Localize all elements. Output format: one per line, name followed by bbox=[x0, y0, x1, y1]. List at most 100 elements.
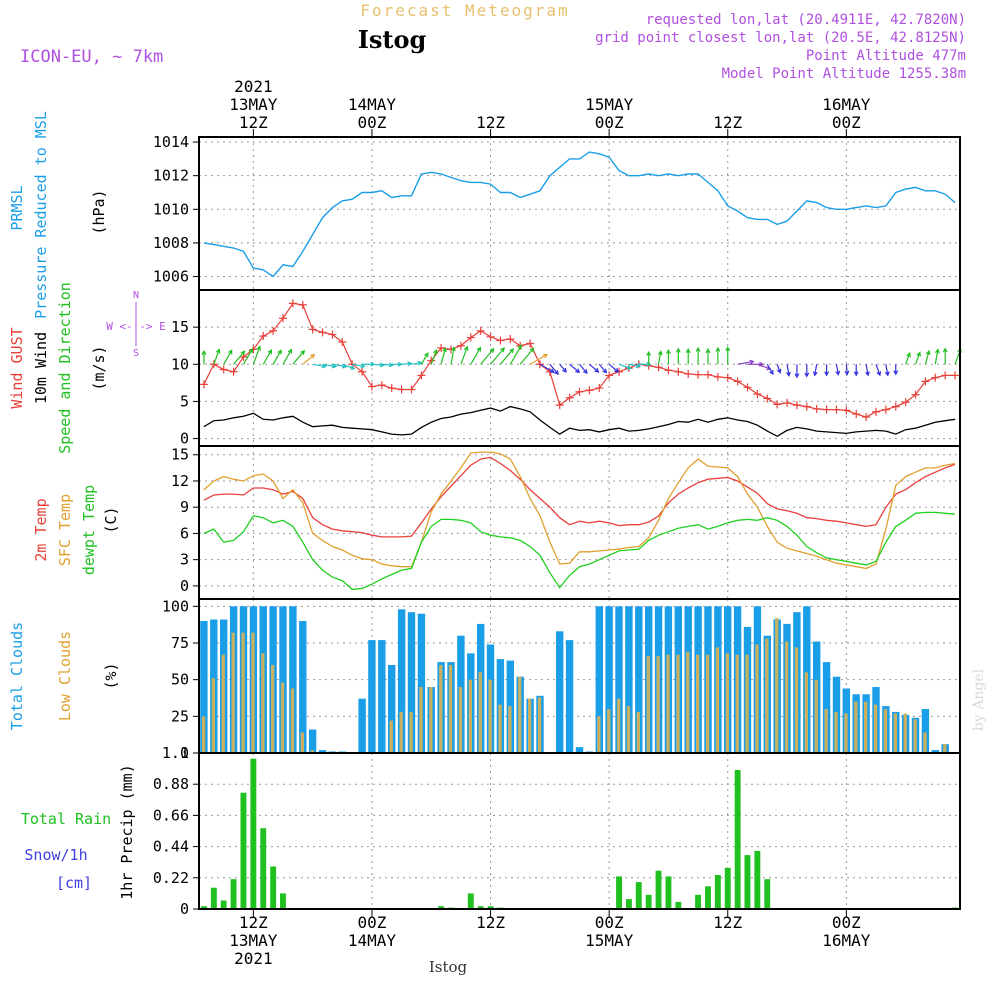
gust-marker bbox=[269, 326, 278, 335]
gust-marker bbox=[783, 398, 792, 407]
gust-marker bbox=[832, 405, 841, 414]
low-cloud-bar bbox=[834, 711, 838, 753]
rain-bar bbox=[260, 828, 267, 909]
low-cloud-bar bbox=[290, 688, 295, 753]
y-tick-label: 15 bbox=[171, 318, 189, 336]
wind-arrow bbox=[420, 352, 429, 365]
gust-marker bbox=[358, 367, 367, 376]
low-cloud-bar bbox=[409, 711, 413, 753]
gust-marker bbox=[595, 384, 604, 393]
gust-marker bbox=[763, 394, 772, 403]
wind-arrow-head bbox=[916, 351, 921, 357]
wind-arrow-head bbox=[517, 344, 522, 350]
low-cloud-bar bbox=[251, 632, 255, 753]
temp-line bbox=[203, 456, 956, 538]
wind-arrow-head bbox=[287, 348, 293, 354]
precip-unit: 1hr Precip (mm) bbox=[118, 764, 136, 899]
y-tick-label: 1010 bbox=[153, 200, 189, 218]
low-cloud-bar bbox=[537, 697, 542, 753]
y-tick-label: 100 bbox=[162, 597, 189, 615]
total-cloud-bar bbox=[397, 609, 406, 753]
gust-marker bbox=[229, 367, 238, 376]
cloud-unit: (%) bbox=[102, 662, 120, 689]
gust-marker bbox=[486, 332, 495, 341]
wind-arrow-head bbox=[277, 349, 282, 355]
gust-marker bbox=[437, 343, 446, 352]
x-day-label-top: 16MAY bbox=[822, 95, 871, 114]
gust-marker bbox=[279, 314, 288, 323]
low-cloud-bar bbox=[715, 647, 720, 753]
rain-bar bbox=[280, 893, 286, 909]
wind-arrow bbox=[499, 348, 514, 365]
wind-arrow bbox=[737, 360, 754, 365]
x-hour-label-top: 00Z bbox=[832, 113, 861, 132]
wind-arrow-head bbox=[812, 371, 818, 377]
rain-bar bbox=[675, 901, 682, 909]
total-cloud-bar bbox=[308, 729, 317, 753]
low-cloud-bar bbox=[893, 713, 897, 753]
rain-bar bbox=[626, 899, 632, 909]
wind-arrow-head bbox=[227, 349, 233, 355]
total-cloud-bar bbox=[556, 631, 564, 753]
plot-area: 1006100810101012101405101503691215025507… bbox=[153, 77, 962, 968]
wind-arrow-head bbox=[267, 349, 273, 355]
gust-marker bbox=[367, 382, 376, 391]
gust-marker bbox=[812, 404, 821, 413]
gust-marker bbox=[506, 335, 515, 344]
wind-arrow-head bbox=[562, 367, 567, 373]
low-cloud-bar bbox=[458, 687, 463, 753]
low-cloud-bar bbox=[241, 632, 245, 753]
low-cloud-bar bbox=[735, 654, 739, 753]
total-cloud-bar bbox=[605, 606, 613, 753]
rain-bar bbox=[724, 867, 731, 909]
gust-marker bbox=[585, 386, 594, 395]
low-cloud-bar bbox=[785, 641, 789, 753]
total-cloud-bar bbox=[822, 662, 831, 753]
wind-arrow bbox=[934, 349, 939, 365]
gust-marker bbox=[496, 336, 505, 345]
total-cloud-bar bbox=[358, 698, 366, 753]
gust-marker bbox=[466, 333, 475, 342]
total-cloud-bar bbox=[635, 606, 643, 753]
sfc-label: SFC Temp bbox=[56, 494, 74, 566]
low-cloud-bar bbox=[201, 716, 206, 753]
y-tick-label: 1014 bbox=[153, 133, 189, 151]
total-cloud-bar bbox=[921, 709, 930, 753]
rain-bar bbox=[477, 906, 484, 909]
wind-arrow bbox=[786, 364, 790, 376]
wind-arrow-head bbox=[646, 350, 652, 356]
x-day-label-top: 14MAY bbox=[348, 95, 397, 114]
wind-arrow-head bbox=[876, 371, 882, 377]
wind-arrow-head bbox=[542, 353, 549, 359]
precip-labels: Total Rain Snow/1h [cm] 1hr Precip (mm) bbox=[21, 764, 136, 899]
wind-arrow bbox=[233, 350, 245, 365]
total-cloud-bar bbox=[200, 621, 208, 753]
gust-marker bbox=[674, 367, 683, 376]
pressure-unit: (hPa) bbox=[90, 189, 108, 234]
wind-arrow-head bbox=[685, 347, 691, 354]
wind-arrow bbox=[875, 364, 881, 376]
wind-arrow-head bbox=[350, 365, 356, 370]
wind-arrow-head bbox=[657, 350, 663, 356]
rain-bar bbox=[665, 876, 672, 909]
wind-arrow-head bbox=[646, 361, 652, 367]
rain-bar bbox=[230, 879, 237, 909]
total-cloud-bar bbox=[299, 621, 307, 753]
total-cloud-bar bbox=[279, 606, 287, 753]
total-cloud-bar bbox=[368, 640, 376, 753]
y-tick-label: 50 bbox=[171, 671, 189, 689]
wind-arrow bbox=[814, 364, 818, 376]
dewpt-line bbox=[203, 511, 956, 591]
y-tick-label: 0.88 bbox=[153, 775, 189, 793]
low-cloud-bar bbox=[508, 706, 512, 753]
wind-arrow-head bbox=[240, 350, 246, 356]
wind-arrow-head bbox=[865, 371, 870, 377]
low-cloud-bar bbox=[626, 706, 631, 753]
wind-arrow bbox=[242, 348, 253, 365]
wind-arrow bbox=[628, 363, 641, 367]
requested-coords: requested lon,lat (20.4911E, 42.7820N) bbox=[646, 12, 966, 28]
y-tick-label: 6 bbox=[180, 524, 189, 542]
gust-marker bbox=[792, 401, 801, 410]
wind-arrow-head bbox=[853, 371, 859, 377]
gust-marker bbox=[743, 383, 752, 392]
